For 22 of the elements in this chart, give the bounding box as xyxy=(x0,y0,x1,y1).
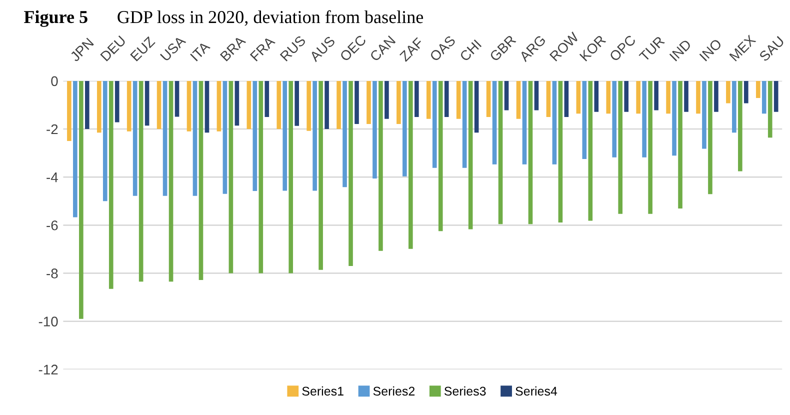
chart-subtitle: GDP loss in 2020, deviation from baseline xyxy=(118,10,424,26)
legend-label: Series1 xyxy=(302,386,344,396)
chart-title: Figure 5 xyxy=(24,10,88,27)
x-tick-label: JPN xyxy=(70,38,94,62)
y-tick-label: -2 xyxy=(46,124,58,134)
legend-label: Series2 xyxy=(373,386,415,396)
x-tick-label: USA xyxy=(160,35,186,62)
x-tick-label: TUR xyxy=(638,36,666,62)
x-tick-label: INO xyxy=(699,38,722,62)
y-tick-label: -8 xyxy=(46,268,58,278)
x-tick-label: IND xyxy=(669,39,692,62)
x-tick-label: BRA xyxy=(220,35,246,62)
y-tick-label: -6 xyxy=(46,220,58,230)
y-tick-label: -10 xyxy=(38,316,58,326)
legend-label: Series4 xyxy=(516,386,558,396)
legend-label: Series3 xyxy=(444,386,486,396)
y-tick-label: 0 xyxy=(51,76,58,86)
y-tick-label: -12 xyxy=(38,364,58,374)
y-tick-label: -4 xyxy=(46,172,58,182)
x-tick-label: CHI xyxy=(459,39,482,62)
x-tick-label: FRA xyxy=(250,36,276,62)
x-tick-label: ITA xyxy=(190,40,210,62)
